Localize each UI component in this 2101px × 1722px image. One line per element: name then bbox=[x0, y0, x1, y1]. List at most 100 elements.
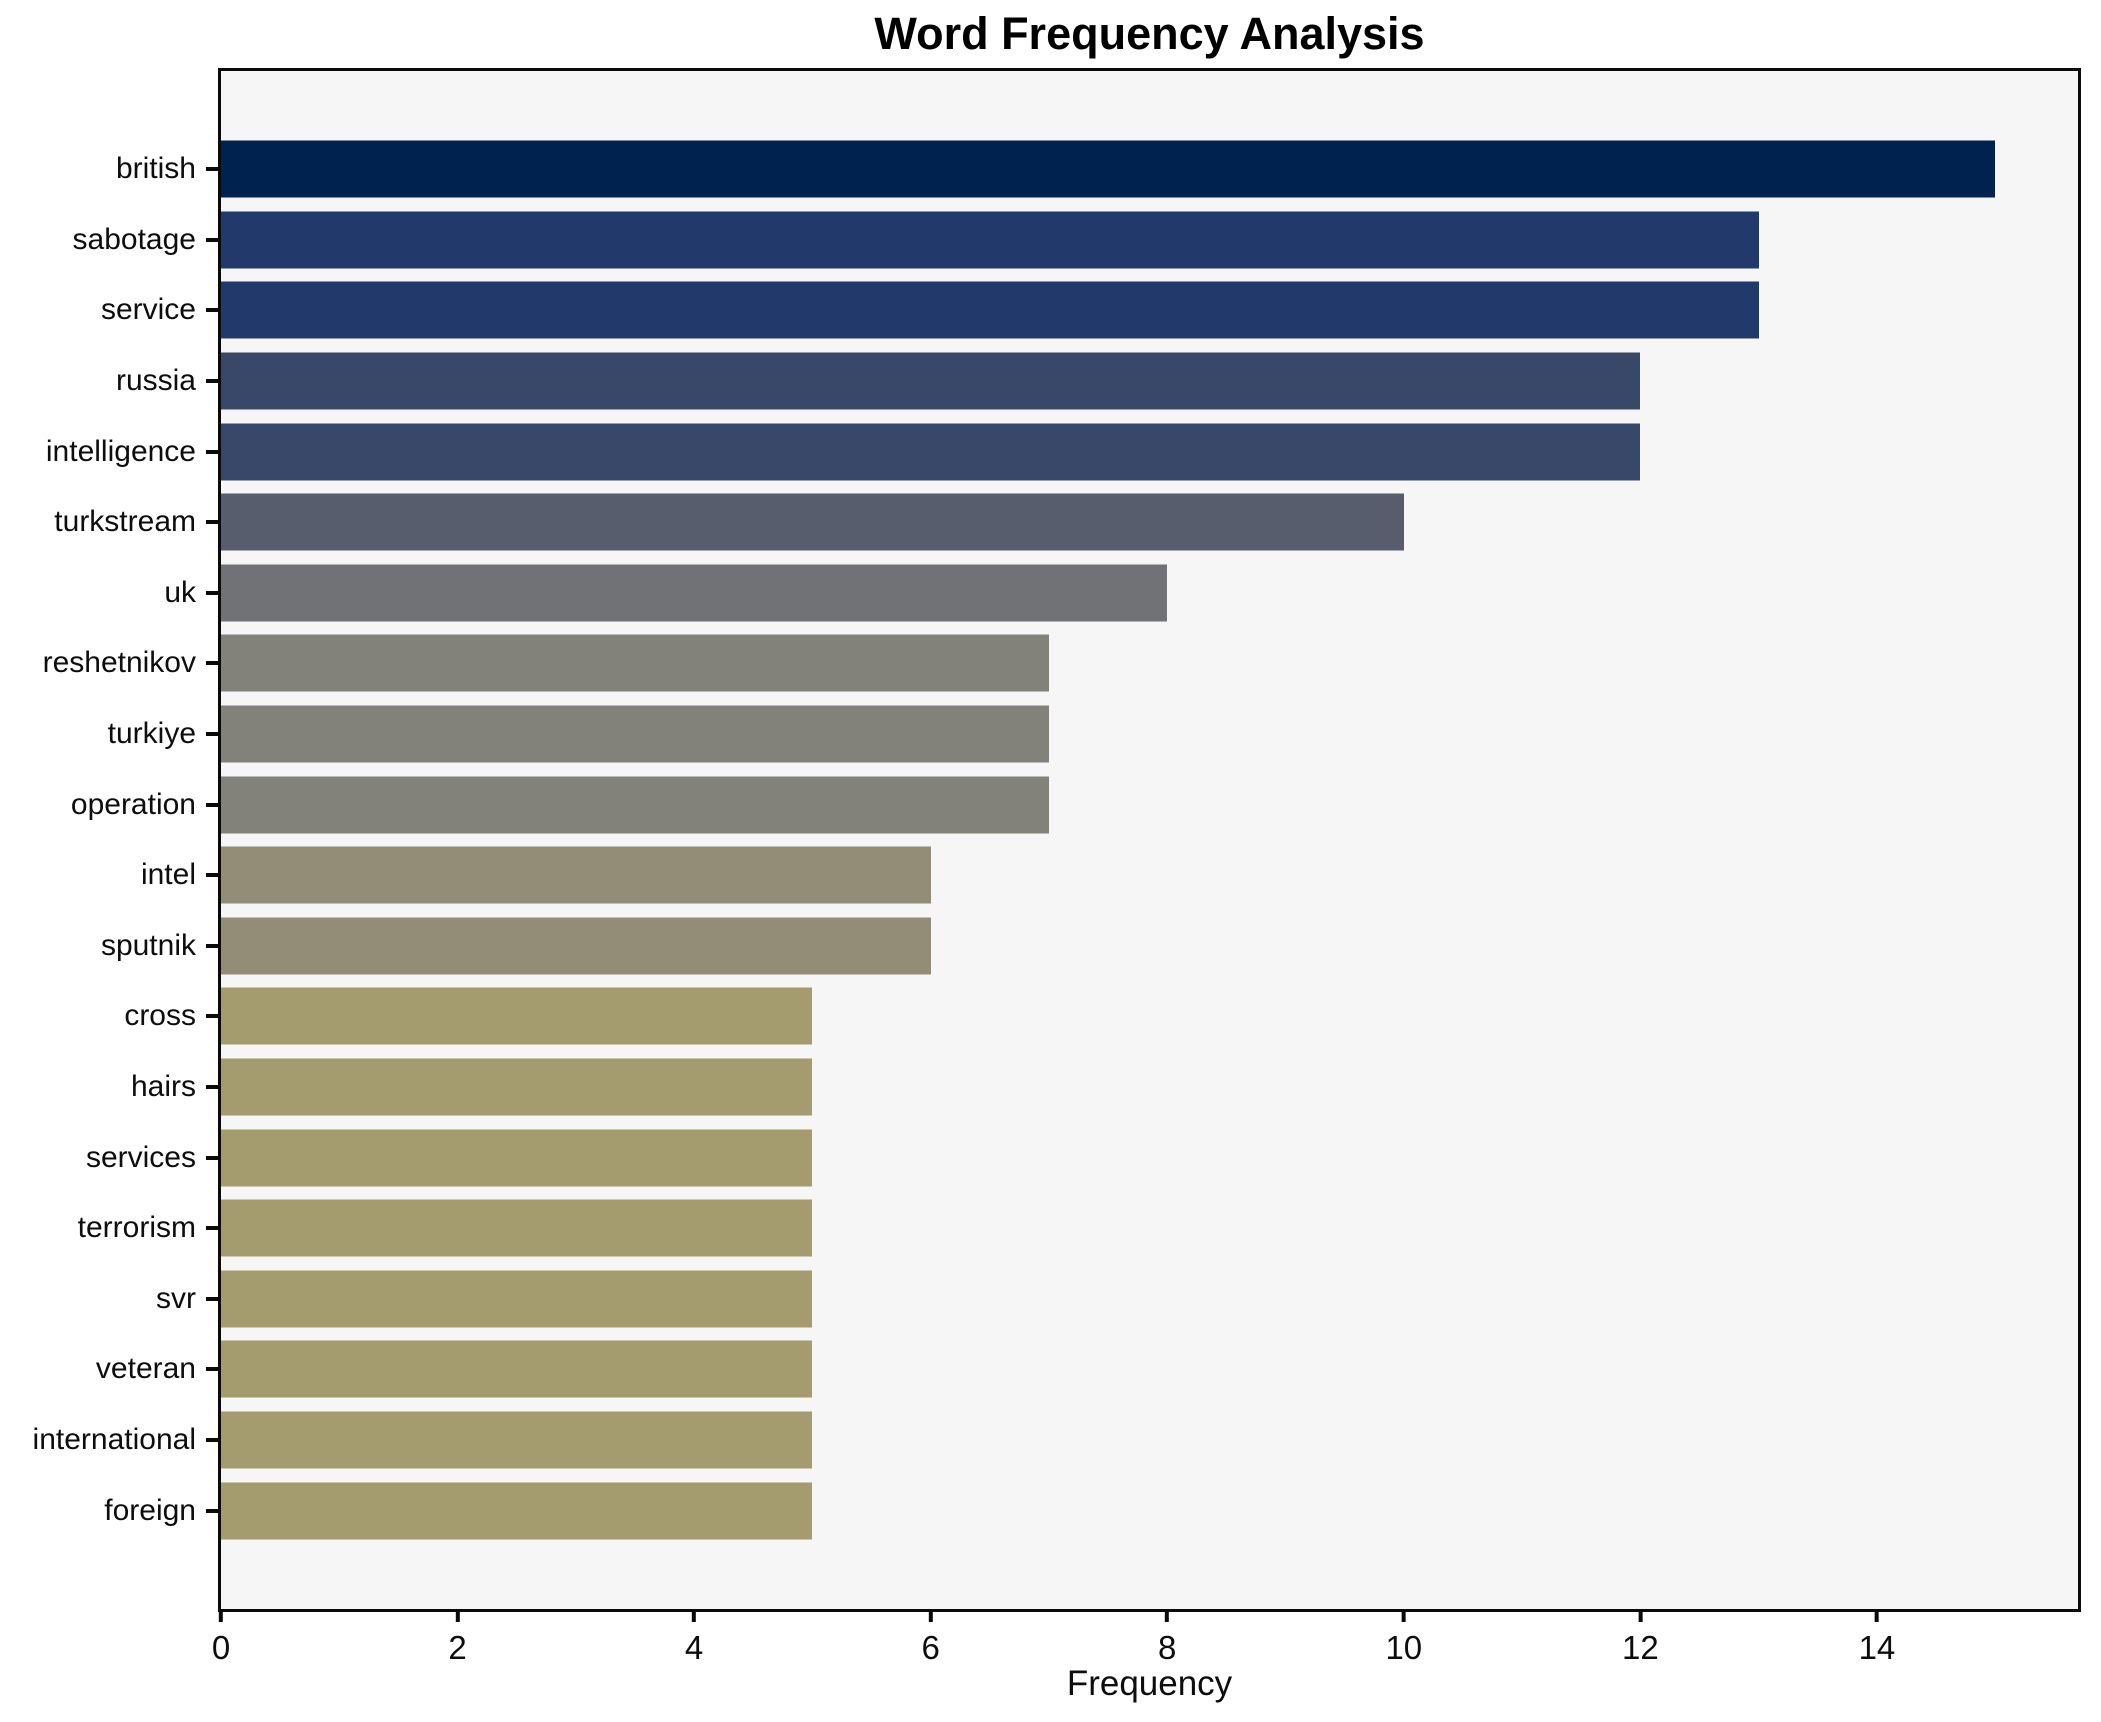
y-tick-mark bbox=[206, 1014, 218, 1019]
x-tick-mark bbox=[218, 1609, 223, 1622]
y-tick-label: operation bbox=[70, 787, 196, 821]
frequency-bar bbox=[221, 1129, 813, 1187]
bar-row: cross bbox=[124, 981, 2078, 1052]
chart-title: Word Frequency Analysis bbox=[874, 8, 1425, 59]
bar-row: terrorism bbox=[78, 1193, 2078, 1264]
frequency-bar bbox=[221, 1270, 813, 1328]
bar-row: reshetnikov bbox=[43, 628, 2078, 699]
bar-row: hairs bbox=[131, 1052, 2078, 1123]
x-tick: 10 bbox=[1385, 1609, 1422, 1667]
y-tick-mark bbox=[206, 167, 218, 172]
x-tick-mark bbox=[928, 1609, 933, 1622]
x-tick: 8 bbox=[1158, 1609, 1176, 1667]
y-tick-label: service bbox=[100, 293, 196, 327]
x-tick-mark bbox=[1638, 1609, 1643, 1622]
frequency-bar bbox=[221, 846, 931, 904]
y-tick-label: sputnik bbox=[100, 928, 196, 962]
frequency-bar bbox=[221, 1058, 813, 1116]
frequency-bar bbox=[221, 705, 1049, 763]
bar-row: intel bbox=[141, 840, 2078, 911]
x-axis-label: Frequency bbox=[1066, 1664, 1233, 1703]
y-tick-label: uk bbox=[164, 575, 196, 609]
y-tick-mark bbox=[206, 1226, 218, 1231]
x-tick-label: 2 bbox=[448, 1629, 467, 1666]
bar-row: international bbox=[33, 1405, 2078, 1476]
y-tick-label: british bbox=[115, 152, 196, 186]
y-tick-mark bbox=[206, 590, 218, 595]
x-tick-label: 14 bbox=[1858, 1629, 1896, 1666]
y-tick-mark bbox=[206, 308, 218, 313]
frequency-bar bbox=[221, 987, 813, 1045]
bar-row: sputnik bbox=[101, 911, 2078, 982]
y-tick-label: turkstream bbox=[54, 505, 196, 539]
x-tick: 4 bbox=[685, 1609, 703, 1667]
plot-area: british sabotage service russia intellig… bbox=[33, 68, 2081, 1666]
bar-row: veteran bbox=[96, 1334, 2078, 1405]
y-tick-mark bbox=[206, 520, 218, 525]
frequency-bar bbox=[221, 776, 1049, 834]
x-tick-label: 6 bbox=[921, 1629, 940, 1666]
y-tick-mark bbox=[206, 873, 218, 878]
x-tick: 12 bbox=[1622, 1609, 1659, 1667]
bar-rows-container: british sabotage service russia intellig… bbox=[33, 71, 2078, 1609]
y-tick-mark bbox=[206, 1155, 218, 1160]
y-tick-mark bbox=[206, 802, 218, 807]
y-tick-label: veteran bbox=[95, 1352, 196, 1386]
x-tick: 2 bbox=[448, 1609, 467, 1667]
y-tick-mark bbox=[206, 237, 218, 242]
y-tick-label: services bbox=[85, 1140, 196, 1174]
x-tick-mark bbox=[1165, 1609, 1170, 1622]
bar-row: turkiye bbox=[108, 699, 2078, 770]
frequency-bar bbox=[221, 281, 1759, 339]
y-tick-mark bbox=[206, 1437, 218, 1442]
y-tick-label: svr bbox=[156, 1281, 196, 1315]
frequency-bar bbox=[221, 1199, 813, 1257]
y-tick-label: intelligence bbox=[45, 434, 196, 468]
x-tick-label: 12 bbox=[1622, 1629, 1659, 1666]
y-tick-label: intel bbox=[140, 858, 196, 892]
x-tick-label: 0 bbox=[211, 1629, 231, 1666]
frequency-bar bbox=[221, 423, 1641, 481]
y-tick-label: international bbox=[32, 1422, 196, 1456]
y-tick-label: turkiye bbox=[107, 717, 196, 751]
y-tick-mark bbox=[206, 1296, 218, 1301]
x-tick-mark bbox=[455, 1609, 460, 1622]
frequency-bar bbox=[221, 352, 1641, 410]
bar-row: russia bbox=[116, 346, 2078, 417]
frequency-bar bbox=[221, 564, 1168, 622]
bar-row: sabotage bbox=[73, 205, 2078, 276]
y-tick-label: foreign bbox=[104, 1493, 196, 1527]
frequency-bar bbox=[221, 1411, 813, 1469]
bar-row: service bbox=[101, 275, 2078, 346]
y-tick-mark bbox=[206, 943, 218, 948]
y-tick-mark bbox=[206, 1367, 218, 1372]
y-tick-label: sabotage bbox=[72, 222, 196, 256]
frequency-bar bbox=[221, 493, 1404, 551]
y-tick-label: terrorism bbox=[77, 1211, 196, 1245]
bar-row: british bbox=[116, 134, 2078, 205]
y-tick-mark bbox=[206, 449, 218, 454]
y-tick-label: russia bbox=[115, 364, 196, 398]
x-tick: 6 bbox=[921, 1609, 940, 1667]
x-axis: 0 2 4 6 8 10 12 14 bbox=[212, 1609, 2078, 1669]
frequency-bar bbox=[221, 1482, 813, 1540]
y-tick-mark bbox=[206, 732, 218, 737]
y-tick-mark bbox=[206, 1508, 218, 1513]
frequency-bar bbox=[221, 140, 1996, 198]
y-tick-mark bbox=[206, 661, 218, 666]
bar-row: intelligence bbox=[46, 416, 2078, 487]
y-tick-label: reshetnikov bbox=[42, 646, 196, 680]
y-tick-label: hairs bbox=[130, 1070, 196, 1104]
x-tick-label: 4 bbox=[684, 1629, 704, 1666]
x-tick: 14 bbox=[1858, 1609, 1896, 1667]
bar-row: turkstream bbox=[54, 487, 2078, 558]
bar-row: foreign bbox=[104, 1475, 2078, 1546]
frequency-bar bbox=[221, 634, 1049, 692]
x-tick: 0 bbox=[212, 1609, 230, 1667]
y-tick-mark bbox=[206, 379, 218, 384]
bar-row: uk bbox=[164, 558, 2078, 629]
bar-row: services bbox=[86, 1122, 2078, 1193]
x-tick-mark bbox=[1401, 1609, 1406, 1622]
frequency-bar bbox=[221, 211, 1759, 269]
bar-row: svr bbox=[156, 1264, 2078, 1335]
